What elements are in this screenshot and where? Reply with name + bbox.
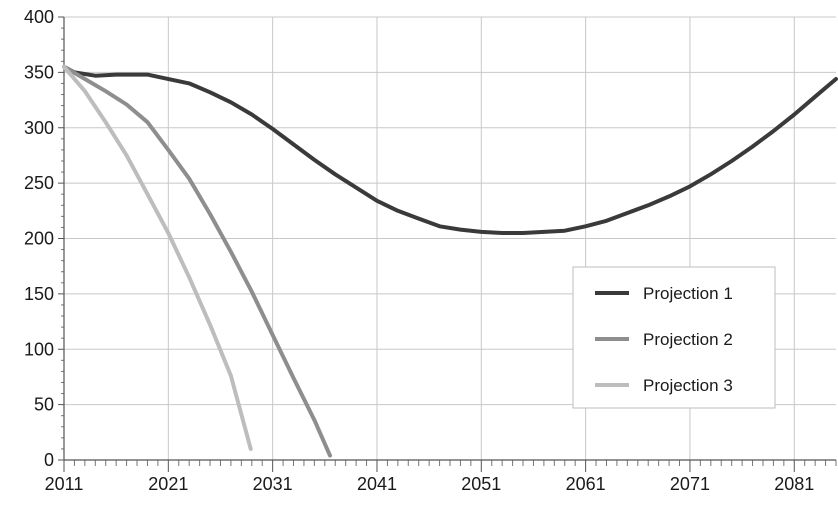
axes: 0 50 100 150 200 250 300 350 400 2011 2021 2031 2041… [24, 7, 837, 494]
y-tick-label: 350 [24, 62, 54, 82]
x-tick-label: 2061 [566, 474, 606, 494]
x-tick-label: 2071 [670, 474, 710, 494]
series-line-3 [62, 64, 253, 451]
y-tick-label: 50 [34, 395, 54, 415]
series-lines [62, 64, 838, 458]
y-tick-label: 0 [44, 450, 54, 470]
x-tick-label: 2051 [461, 474, 501, 494]
x-tick-label: 2031 [253, 474, 293, 494]
y-tick-label: 300 [24, 118, 54, 138]
legend-label-3: Projection 3 [643, 376, 733, 395]
x-tick-label: 2041 [357, 474, 397, 494]
x-tick-label: 2081 [774, 474, 814, 494]
y-tick-label: 100 [24, 339, 54, 359]
x-tick-label: 2021 [148, 474, 188, 494]
legend-label-2: Projection 2 [643, 330, 733, 349]
y-tick-label: 200 [24, 229, 54, 249]
y-tick-label: 250 [24, 173, 54, 193]
legend: Projection 1 Projection 2 Projection 3 [572, 266, 776, 409]
y-tick-label: 150 [24, 284, 54, 304]
x-tick-label: 2011 [45, 474, 84, 494]
legend-label-1: Projection 1 [643, 284, 733, 303]
series-line-2 [62, 64, 332, 458]
y-tick-label: 400 [24, 7, 54, 27]
series-line-1 [62, 64, 838, 235]
